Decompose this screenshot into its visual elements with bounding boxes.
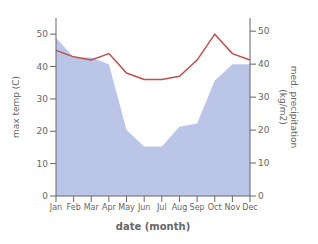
svg-text:May: May xyxy=(118,203,135,212)
svg-text:40: 40 xyxy=(37,62,49,72)
svg-text:Sep: Sep xyxy=(190,203,205,212)
svg-text:Jul: Jul xyxy=(156,203,167,212)
svg-text:Oct: Oct xyxy=(208,203,222,212)
svg-text:max temp (C): max temp (C) xyxy=(11,76,21,138)
svg-text:30: 30 xyxy=(258,92,270,102)
svg-text:50: 50 xyxy=(258,26,270,36)
svg-text:Dec: Dec xyxy=(242,203,257,212)
svg-text:med. precipitation(kg/m2): med. precipitation(kg/m2) xyxy=(278,66,299,148)
svg-text:10: 10 xyxy=(37,159,49,169)
svg-text:50: 50 xyxy=(37,29,49,39)
svg-text:date (month): date (month) xyxy=(116,221,190,232)
svg-text:Nov: Nov xyxy=(225,203,241,212)
svg-text:Feb: Feb xyxy=(67,203,81,212)
svg-text:40: 40 xyxy=(258,59,270,69)
svg-text:Jun: Jun xyxy=(137,203,151,212)
svg-text:10: 10 xyxy=(258,158,270,168)
svg-text:Jan: Jan xyxy=(49,203,62,212)
svg-text:Mar: Mar xyxy=(84,203,100,212)
svg-text:0: 0 xyxy=(258,191,264,201)
svg-text:Apr: Apr xyxy=(102,203,117,212)
svg-text:20: 20 xyxy=(37,126,49,136)
svg-text:Aug: Aug xyxy=(172,203,188,212)
svg-text:0: 0 xyxy=(42,191,48,201)
svg-text:20: 20 xyxy=(258,125,270,135)
svg-text:30: 30 xyxy=(37,94,49,104)
